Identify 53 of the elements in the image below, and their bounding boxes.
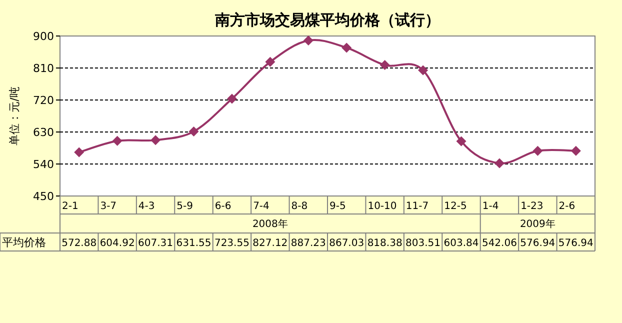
data-label: 576.94: [558, 238, 594, 249]
data-label: 607.31: [138, 238, 174, 249]
point: [112, 136, 122, 146]
data-label: 887.23: [290, 238, 326, 249]
y-tick-label: 450: [33, 190, 54, 203]
x-tick-label: 1-4: [482, 201, 499, 212]
x-tick-label: 8-8: [291, 201, 308, 212]
x-tick-label: 11-7: [406, 201, 429, 212]
text: 平均价格: [2, 236, 46, 249]
point: [265, 56, 276, 67]
data-label: 803.51: [406, 238, 441, 249]
x-tick-label: 12-5: [444, 201, 467, 212]
point: [303, 36, 314, 46]
point: [342, 42, 352, 53]
data-label: 603.84: [444, 238, 479, 249]
text: 2008年: [252, 218, 288, 230]
data-label: 631.55: [176, 238, 212, 249]
y-tick-label: 540: [33, 158, 54, 171]
y-tick-label: 810: [33, 62, 54, 75]
x-tick-label: 2-6: [558, 201, 576, 212]
x-tick-label: 10-10: [368, 201, 397, 212]
point: [494, 158, 504, 168]
x-tick-label: 3-7: [100, 201, 117, 212]
data-label: 604.92: [100, 238, 135, 249]
data-label: 576.94: [520, 238, 556, 249]
y-tick-label: 720: [33, 94, 54, 107]
data-label: 723.55: [214, 238, 250, 249]
point: [150, 135, 161, 146]
data-label: 867.03: [329, 238, 364, 249]
text: 2009年: [520, 218, 556, 230]
point: [532, 146, 543, 156]
point: [226, 94, 237, 104]
point: [74, 147, 84, 158]
y-tick-label: 630: [33, 126, 54, 139]
x-tick-label: 2-1: [62, 201, 78, 212]
x-tick-label: 6-6: [214, 201, 232, 212]
data-label: 572.88: [62, 238, 97, 249]
chart-title: 南方市场交易煤平均价格（试行）: [214, 11, 440, 29]
point: [456, 136, 466, 146]
y-axis-title: 单位：元/吨: [8, 86, 21, 146]
point: [570, 146, 581, 156]
x-tick-label: 4-3: [138, 201, 155, 212]
x-tick-label: 7-4: [253, 201, 270, 212]
x-tick-label: 1-23: [520, 201, 544, 212]
point: [418, 65, 428, 76]
data-label: 827.12: [252, 238, 288, 249]
data-label: 818.38: [367, 238, 402, 249]
x-tick-label: 9-5: [330, 201, 346, 212]
x-tick-label: 5-9: [176, 201, 193, 212]
y-tick-label: 900: [33, 30, 54, 43]
point: [188, 126, 199, 136]
data-label: 542.06: [482, 238, 517, 249]
point: [380, 60, 390, 70]
